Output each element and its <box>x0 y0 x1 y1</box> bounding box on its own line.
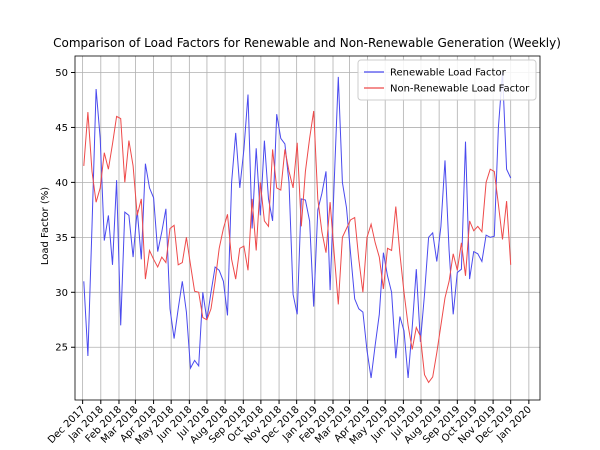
y-tick-label: 50 <box>55 68 68 79</box>
y-tick-label: 30 <box>55 288 68 299</box>
legend: Renewable Load Factor Non-Renewable Load … <box>357 59 537 101</box>
plot-frame <box>74 55 541 401</box>
legend-label: Renewable Load Factor <box>390 68 507 79</box>
series-line <box>83 110 512 384</box>
y-tick-label: 25 <box>55 343 68 354</box>
y-axis-label: Load Factor (%) <box>40 187 51 265</box>
legend-label: Non-Renewable Load Factor <box>390 84 530 95</box>
series-line <box>83 72 512 379</box>
chart-title: Comparison of Load Factors for Renewable… <box>53 36 561 50</box>
legend-box <box>357 59 537 101</box>
y-tick-label: 35 <box>55 233 68 244</box>
y-tick-label: 40 <box>55 178 68 189</box>
y-tick-label: 45 <box>55 123 68 134</box>
